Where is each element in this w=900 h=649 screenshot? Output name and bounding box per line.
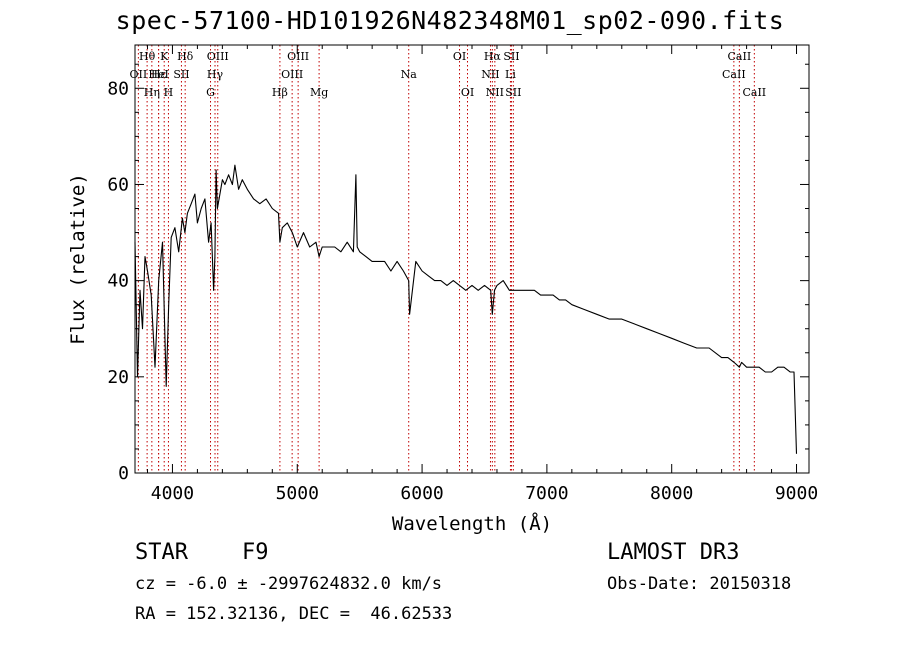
y-tick-label: 40 [107, 271, 129, 292]
marker-label: Hβ [272, 86, 288, 99]
x-tick-label: 8000 [650, 483, 693, 504]
marker-label: CaII [722, 68, 746, 81]
x-tick-label: 7000 [525, 483, 568, 504]
marker-label: CaII [728, 50, 752, 63]
marker-label: OIII [287, 50, 309, 63]
marker-label: OI [453, 50, 466, 63]
y-tick-label: 0 [118, 463, 129, 484]
coords-text: RA = 152.32136, DEC = 46.62533 [135, 604, 453, 624]
plot-frame [134, 44, 810, 474]
marker-label: NII [486, 86, 504, 99]
marker-label: Hε [151, 68, 167, 81]
obs-date-text: Obs-Date: 20150318 [607, 574, 792, 594]
marker-label: Li [505, 68, 516, 81]
marker-label: SII [505, 86, 521, 99]
marker-lines [137, 45, 755, 473]
redshift-text: cz = -6.0 ± -2997624832.0 km/s [135, 574, 443, 594]
y-tick-label: 60 [107, 174, 129, 195]
marker-label: CaII [742, 86, 766, 99]
marker-label: SII [503, 50, 519, 63]
marker-label: OI [461, 86, 474, 99]
marker-label: Hδ [177, 50, 194, 63]
marker-label: OII [130, 68, 148, 81]
x-axis-label: Wavelength (Å) [392, 512, 552, 535]
axis-ticks: 4000 5000 6000 7000 8000 9000 0 20 40 60 80 [107, 45, 818, 504]
marker-label: Hγ [207, 68, 224, 81]
marker-label: Mg [310, 86, 328, 99]
marker-label: Hα [484, 50, 502, 63]
object-class: STAR [135, 540, 188, 565]
series-line [134, 164, 798, 454]
x-tick-label: 4000 [151, 483, 194, 504]
y-axis-label: Flux (relative) [67, 173, 89, 345]
marker-label: HeI [148, 68, 168, 81]
marker-label: SII [173, 68, 189, 81]
x-tick-label: 9000 [775, 483, 818, 504]
marker-label: G [206, 86, 215, 99]
chart-title: spec-57100-HD101926N482348M01_sp02-090.f… [115, 6, 785, 35]
marker-label: OIII [207, 50, 229, 63]
marker-label: K [160, 50, 169, 63]
marker-label: Na [401, 68, 418, 81]
x-tick-label: 6000 [400, 483, 443, 504]
y-tick-label: 80 [107, 78, 129, 99]
x-tick-label: 5000 [276, 483, 319, 504]
marker-labels: Hθ OII Hη Hε K HeI H SII Hδ G Hγ OIII Hβ OIII OIII Mg Na… [130, 50, 767, 99]
marker-label: Hθ [139, 50, 156, 63]
survey-label: LAMOST DR3 [607, 540, 740, 565]
object-subclass: F9 [242, 540, 269, 565]
marker-label: Hη [144, 86, 160, 99]
y-tick-label: 20 [107, 367, 129, 388]
marker-label: H [164, 86, 174, 99]
marker-label: OIII [281, 68, 303, 81]
marker-label: NII [481, 68, 499, 81]
series-layer [134, 164, 798, 454]
